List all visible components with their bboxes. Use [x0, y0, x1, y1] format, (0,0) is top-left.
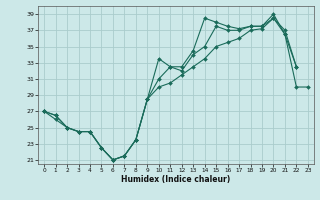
- X-axis label: Humidex (Indice chaleur): Humidex (Indice chaleur): [121, 175, 231, 184]
